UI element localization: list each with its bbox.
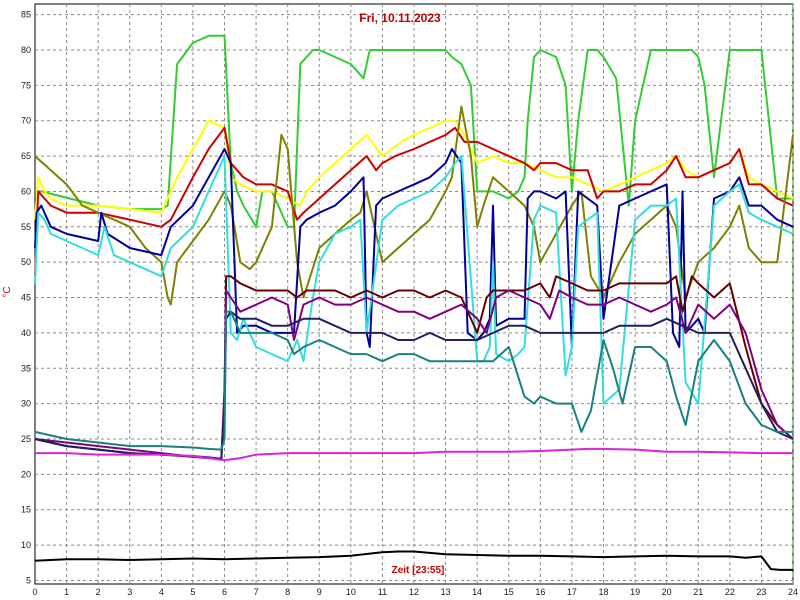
x-tick-label: 12	[409, 587, 419, 597]
x-tick-label: 24	[788, 587, 798, 597]
x-tick-label: 8	[285, 587, 290, 597]
series-line-10	[34, 310, 793, 451]
x-tick-label: 2	[96, 587, 101, 597]
series-line-1	[35, 34, 793, 228]
series-line-11	[35, 447, 793, 462]
x-tick-label: 4	[159, 587, 164, 597]
y-tick-label: 55	[21, 222, 31, 232]
x-tick-label: 17	[567, 587, 577, 597]
series-line-6	[34, 155, 794, 405]
y-tick-label: 5	[26, 575, 31, 585]
series-line-3	[34, 126, 794, 277]
x-tick-label: 5	[190, 587, 195, 597]
y-tick-label: 80	[21, 45, 31, 55]
y-tick-label: 60	[21, 186, 31, 196]
y-tick-label: 20	[21, 469, 31, 479]
y-tick-label: 75	[21, 80, 31, 90]
x-tick-label: 13	[441, 587, 451, 597]
x-tick-label: 21	[693, 587, 703, 597]
x-tick-label: 18	[598, 587, 608, 597]
x-tick-label: 16	[535, 587, 545, 597]
y-tick-label: 30	[21, 399, 31, 409]
series-group	[34, 34, 794, 571]
series-line-9	[34, 310, 794, 460]
x-tick-label: 7	[254, 587, 259, 597]
x-tick-label: 1	[64, 587, 69, 597]
y-axis-label: °C	[2, 286, 13, 297]
y-tick-label: 85	[21, 10, 31, 20]
series-line-5	[34, 148, 794, 348]
x-tick-label: 10	[346, 587, 356, 597]
y-tick-label: 40	[21, 328, 31, 338]
x-tick-label: 0	[32, 587, 37, 597]
x-tick-label: 22	[725, 587, 735, 597]
y-tick-label: 45	[21, 293, 31, 303]
axes: 0 1 2 3 4 5 6 7 8 9 10 11 12 13 14 15 16 17 18 19 20 21 22 23 24…	[21, 10, 798, 597]
x-tick-label: 14	[472, 587, 482, 597]
chart-title: Fri, 10.11.2023	[359, 11, 441, 25]
series-line-12	[34, 550, 793, 571]
y-tick-label: 50	[21, 257, 31, 267]
x-tick-label: 20	[662, 587, 672, 597]
y-tick-label: 25	[21, 434, 31, 444]
x-tick-label: 6	[222, 587, 227, 597]
x-tick-label: 19	[630, 587, 640, 597]
x-tick-label: 3	[127, 587, 132, 597]
x-tick-label: 15	[504, 587, 514, 597]
x-axis-label: Zeit [23:55]	[392, 565, 445, 576]
series-line-4	[34, 105, 794, 306]
x-tick-label: 9	[317, 587, 322, 597]
x-tick-label: 11	[378, 587, 387, 597]
y-tick-label: 70	[21, 116, 31, 126]
x-tick-label: 23	[756, 587, 766, 597]
grid	[34, 3, 794, 585]
y-tick-label: 10	[21, 540, 31, 550]
y-tick-label: 65	[21, 151, 31, 161]
y-tick-label: 15	[21, 505, 31, 515]
y-tick-label: 35	[21, 363, 31, 373]
